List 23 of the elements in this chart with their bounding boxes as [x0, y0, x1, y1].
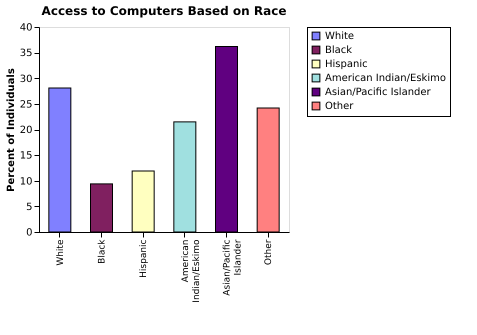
- y-tick-label: 0: [26, 228, 32, 238]
- y-tick-label: 25: [20, 99, 32, 110]
- y-tick-label: 40: [20, 22, 32, 34]
- x-tick-label: White: [56, 239, 66, 266]
- x-tick-label: Hispanic: [139, 239, 150, 278]
- legend-label: Black: [325, 45, 352, 56]
- legend-label: Hispanic: [325, 59, 368, 70]
- x-tick-label: American Indian/Eskimo: [180, 239, 202, 303]
- x-tick-label: Other: [264, 239, 274, 266]
- legend-label: American Indian/Eskimo: [325, 73, 446, 84]
- chart-title: Access to Computers Based on Race: [42, 4, 286, 18]
- y-axis-title: Percent of Individuals: [6, 68, 17, 192]
- y-tick-label: 5: [26, 202, 32, 213]
- legend-label: Asian/Pacific Islander: [325, 87, 432, 98]
- y-tick-label: 20: [20, 125, 32, 136]
- x-tick-label: Asian/Pacific Islander: [222, 239, 244, 296]
- legend-label: White: [325, 31, 354, 42]
- y-tick-label: 15: [20, 150, 32, 162]
- y-tick-label: 35: [20, 48, 32, 60]
- y-tick-label: 10: [20, 176, 32, 188]
- x-tick-label: Black: [98, 238, 108, 264]
- legend-label: Other: [325, 101, 354, 112]
- y-tick-label: 30: [20, 74, 32, 85]
